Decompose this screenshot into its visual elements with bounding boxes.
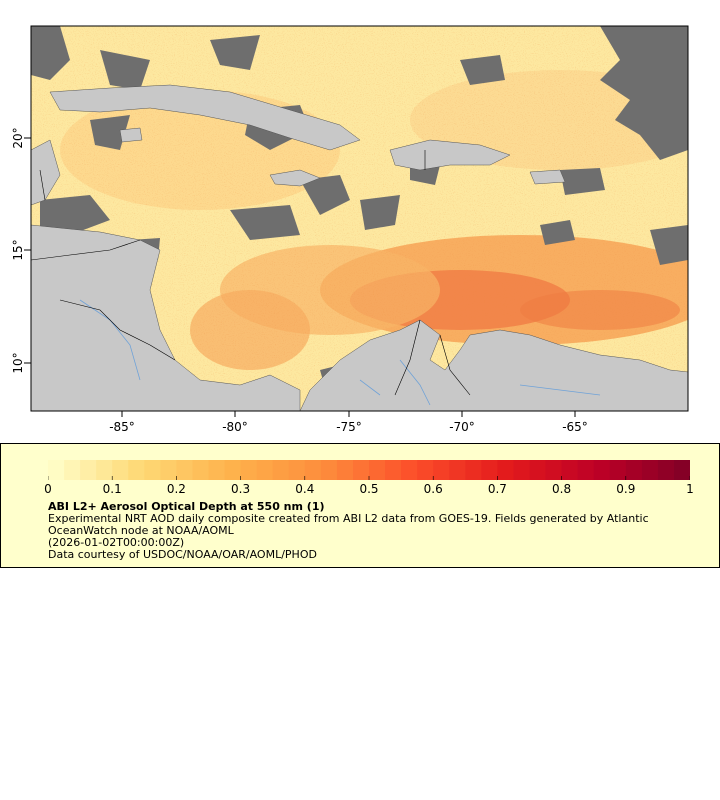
colorbar-step <box>449 460 466 480</box>
colorbar-step <box>369 460 386 480</box>
colorbar-step <box>417 460 434 480</box>
colorbar-tick-label: 0 <box>44 482 52 496</box>
colorbar-step <box>625 460 643 480</box>
colorbar-step <box>128 460 145 480</box>
colorbar-tick-label: 0.4 <box>295 482 315 496</box>
colorbar-step <box>497 460 514 480</box>
colorbar <box>48 460 690 480</box>
legend-panel: 0 0.1 0.2 0.3 0.4 0.5 0.6 0.7 0.8 0.9 1 ABI L2+ Ae… <box>0 443 720 568</box>
colorbar-tick-label: 0.1 <box>102 482 122 496</box>
colorbar-step <box>96 460 113 480</box>
rivers <box>79 299 601 406</box>
colorbar-step <box>465 460 482 480</box>
colorbar-step <box>144 460 161 480</box>
colorbar-step <box>385 460 402 480</box>
colorbar-step <box>641 460 659 480</box>
colorbar-step <box>609 460 627 480</box>
legend-credit: Data courtesy of USDOC/NOAA/OAR/AOML/PHO… <box>48 548 317 561</box>
colorbar-step <box>224 460 242 480</box>
colorbar-tick-label: 0.5 <box>359 482 379 496</box>
lat-axis: 20° 15° 10° <box>11 127 31 374</box>
lon-tick-label: -65° <box>562 420 588 434</box>
colorbar-step <box>304 460 322 480</box>
colorbar-step <box>577 460 595 480</box>
colorbar-tick-label: 0.2 <box>166 482 186 496</box>
colorbar-tick-label: 0.7 <box>487 482 507 496</box>
colorbar-step <box>48 460 65 480</box>
colorbar-step <box>64 460 81 480</box>
colorbar-step <box>288 460 306 480</box>
legend-text: ABI L2+ Aerosol Optical Depth at 550 nm … <box>48 501 688 561</box>
colorbar-step <box>320 460 338 480</box>
colorbar-step <box>112 460 129 480</box>
colorbar-step <box>593 460 611 480</box>
lon-tick-label: -70° <box>449 420 475 434</box>
lon-tick-label: -75° <box>336 420 362 434</box>
colorbar-tick-label: 0.3 <box>231 482 251 496</box>
colorbar-step <box>657 460 675 480</box>
colorbar-step <box>481 460 498 480</box>
colorbar-step <box>352 460 370 480</box>
lon-tick-label: -80° <box>222 420 248 434</box>
colorbar-step <box>433 460 450 480</box>
colorbar-step <box>80 460 97 480</box>
legend-title: ABI L2+ Aerosol Optical Depth at 550 nm … <box>48 500 325 513</box>
colorbar-step <box>336 460 354 480</box>
colorbar-step <box>513 460 530 480</box>
map-field <box>31 26 688 411</box>
borders <box>31 150 471 396</box>
colorbar-tick-label: 0.6 <box>423 482 443 496</box>
colorbar-step <box>192 460 209 480</box>
colorbar-step <box>401 460 418 480</box>
colorbar-step <box>208 460 226 480</box>
colorbar-step <box>160 460 177 480</box>
colorbar-tick-label: 0.9 <box>616 482 636 496</box>
colorbar-step <box>176 460 193 480</box>
colorbar-step <box>673 460 690 480</box>
lon-tick-label: -85° <box>109 420 135 434</box>
lat-tick-label: 20° <box>11 127 25 148</box>
colorbar-tick-label: 0.8 <box>552 482 572 496</box>
legend-date: (2026-01-02T00:00:00Z) <box>48 536 185 549</box>
colorbar-step <box>256 460 274 480</box>
colorbar-step <box>545 460 563 480</box>
lat-tick-label: 10° <box>11 352 25 373</box>
colorbar-step <box>561 460 579 480</box>
colorbar-step <box>529 460 547 480</box>
lat-tick-label: 15° <box>11 239 25 260</box>
legend-description: Experimental NRT AOD daily composite cre… <box>48 512 649 537</box>
colorbar-labels: 0 0.1 0.2 0.3 0.4 0.5 0.6 0.7 0.8 0.9 1 <box>44 482 694 498</box>
colorbar-step <box>272 460 290 480</box>
colorbar-tick-label: 1 <box>686 482 694 496</box>
colorbar-step <box>240 460 258 480</box>
aod-map: 20° 15° 10° -85° -80° -75° -70° -65° <box>11 25 689 434</box>
lon-axis: -85° -80° -75° -70° -65° <box>109 411 588 434</box>
map-frame <box>30 25 689 412</box>
